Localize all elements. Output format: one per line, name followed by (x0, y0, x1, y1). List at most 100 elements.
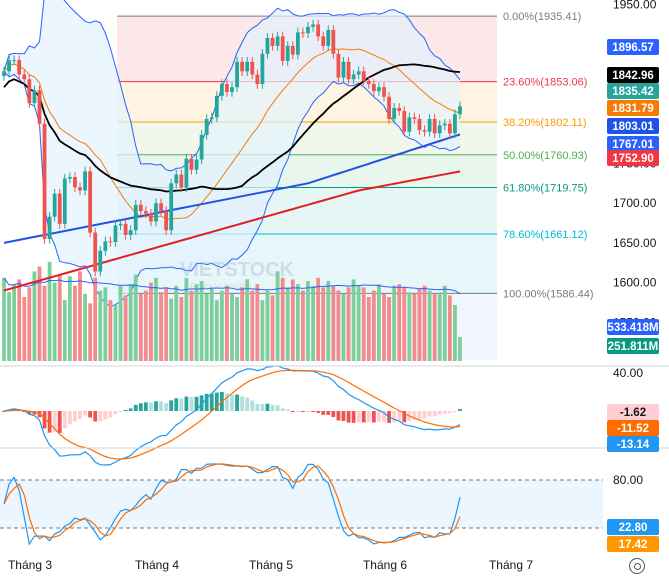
candle-body (57, 193, 62, 224)
volume-bar (57, 274, 62, 361)
macd-histogram-bar (154, 401, 158, 411)
macd-histogram-bar (270, 404, 275, 411)
candle-body (27, 79, 32, 104)
macd-histogram-bar (336, 411, 341, 421)
macd-histogram-bar (189, 396, 194, 411)
volume-bar (341, 293, 346, 361)
volume-bar (326, 281, 331, 361)
candle-body (290, 45, 295, 55)
volume-bar (2, 277, 6, 361)
bollinger-upper (3, 0, 461, 172)
candle-body (2, 71, 6, 77)
candle-body (280, 36, 285, 61)
macd-histogram-bar (290, 411, 295, 412)
volume-bar (295, 284, 300, 361)
volume-bar (52, 282, 57, 361)
macd-histogram-bar (52, 411, 57, 433)
candle-body (32, 90, 37, 104)
candle-body (442, 123, 447, 126)
candle-body (83, 171, 87, 191)
price-tag: 1752.90 (612, 153, 654, 165)
time-tick-label: Tháng 3 (8, 558, 52, 572)
macd-histogram-bar (209, 393, 214, 411)
watermark-logo: VIETSTOCK Financial Insights (180, 259, 295, 291)
macd-histogram-bar (260, 404, 265, 411)
macd-histogram-bar (250, 400, 255, 411)
volume-bar (123, 295, 128, 361)
bollinger-lower (3, 70, 461, 308)
volume-bar (417, 289, 422, 361)
macd-histogram-bar (164, 403, 169, 411)
candle-body (306, 26, 310, 34)
candle-body (346, 61, 351, 80)
volume-ma-line (3, 277, 461, 294)
candle-body (88, 171, 93, 233)
macd-histogram-bar (447, 411, 452, 414)
macd-histogram-bar (230, 394, 234, 411)
candle-body (62, 178, 67, 224)
volume-bar (113, 305, 118, 361)
macd-histogram-bar (453, 411, 457, 412)
macd-histogram-bar (331, 411, 336, 418)
candle-body (427, 118, 432, 132)
macd-histogram-bar (113, 411, 118, 415)
candle-body (184, 158, 189, 188)
candle-body (311, 24, 315, 27)
macd-histogram-bar (245, 397, 250, 411)
volume-bar (270, 295, 275, 361)
price-tag: 1896.57 (612, 42, 654, 54)
candle-body (17, 60, 22, 75)
volume-bar (382, 293, 386, 361)
volume-bar (169, 298, 174, 361)
volume-bar (366, 297, 371, 361)
macd-histogram-bar (397, 411, 402, 422)
volume-bar (22, 297, 27, 361)
gear-icon[interactable] (629, 558, 645, 574)
volume-bar (133, 274, 138, 361)
volume-bar (27, 287, 32, 361)
price-tick-label: 1700.00 (613, 196, 657, 210)
volume-bar (371, 290, 376, 361)
stoch-value-tag: 17.42 (619, 539, 648, 551)
volume-tag: 251.811M (608, 341, 659, 353)
candle-body (351, 74, 356, 80)
volume-bar (442, 285, 447, 361)
macd-histogram-bar (437, 411, 442, 415)
macd-histogram-bar (73, 411, 77, 422)
price-tag: 1831.79 (612, 103, 654, 115)
volume-bar (174, 285, 179, 361)
macd-histogram-bar (199, 395, 204, 411)
volume-bar (346, 287, 351, 361)
volume-bar (219, 290, 224, 361)
macd-value-tag-bg (607, 404, 659, 420)
candle-body (341, 61, 346, 78)
volume-tag: 533.418M (607, 322, 658, 334)
candle-body (179, 174, 184, 188)
volume-bar (209, 287, 214, 361)
macd-value-tag: -1.62 (620, 407, 646, 419)
volume-bar (453, 305, 457, 361)
volume-bar (331, 285, 336, 361)
volume-bar (78, 271, 82, 361)
candle-body (204, 118, 209, 135)
volume-bar (316, 277, 321, 361)
sma-blue-line (3, 133, 461, 244)
macd-histogram-bar (27, 411, 32, 415)
volume-bar (103, 287, 108, 361)
price-tick-label: 1600.00 (613, 276, 657, 290)
macd-histogram-bar (382, 411, 386, 422)
candle-body (265, 37, 270, 54)
volume-bar (93, 277, 98, 361)
candle-body (235, 61, 239, 88)
candle-body (123, 223, 128, 235)
macd-histogram-bar (235, 394, 239, 411)
price-tag: 1842.96 (612, 70, 654, 82)
candle-body (189, 158, 194, 170)
time-tick-label: Tháng 4 (135, 558, 179, 572)
volume-bar (189, 290, 194, 361)
volume-bar (356, 285, 361, 361)
volume-bar (402, 287, 407, 361)
candle-body (382, 87, 386, 97)
macd-histogram-bar (255, 403, 260, 411)
